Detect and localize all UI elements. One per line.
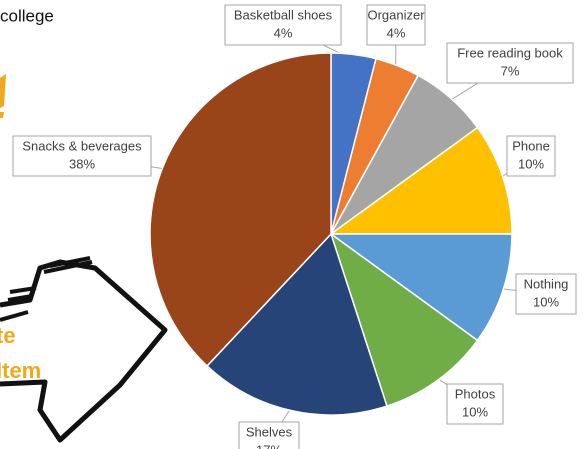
category-label: Snacks & beverages <box>22 138 142 153</box>
category-label: Shelves <box>246 424 293 439</box>
arrow-text: Item <box>0 358 41 383</box>
value-label: 7% <box>501 63 520 78</box>
pie-slice <box>328 233 513 342</box>
category-label: Photos <box>455 386 496 401</box>
category-label: Basketball shoes <box>234 7 333 22</box>
label-box <box>366 4 426 46</box>
pie-slice <box>328 126 513 235</box>
value-label: 38% <box>69 156 95 171</box>
decoration <box>0 74 168 443</box>
pie-slice <box>206 232 388 416</box>
label-box <box>12 135 152 177</box>
category-label: Nothing <box>524 276 569 291</box>
value-label: 4% <box>387 25 406 40</box>
value-label: 10% <box>533 294 559 309</box>
category-label: Free reading book <box>457 45 563 60</box>
value-label: 17% <box>256 442 282 449</box>
value-label: 4% <box>274 25 293 40</box>
label-box <box>446 42 574 84</box>
arrow-text: te <box>0 323 16 348</box>
pie-slice <box>149 52 332 368</box>
label-box <box>506 135 556 177</box>
pie-slice <box>329 232 479 408</box>
label-box <box>446 383 504 425</box>
label-box <box>224 4 342 46</box>
label-box <box>238 421 300 449</box>
annotation: college <box>0 6 54 25</box>
label-box <box>515 273 577 315</box>
category-label: Phone <box>512 138 550 153</box>
category-label: Organizer <box>367 7 425 22</box>
value-label: 10% <box>462 404 488 419</box>
value-label: 10% <box>518 156 544 171</box>
